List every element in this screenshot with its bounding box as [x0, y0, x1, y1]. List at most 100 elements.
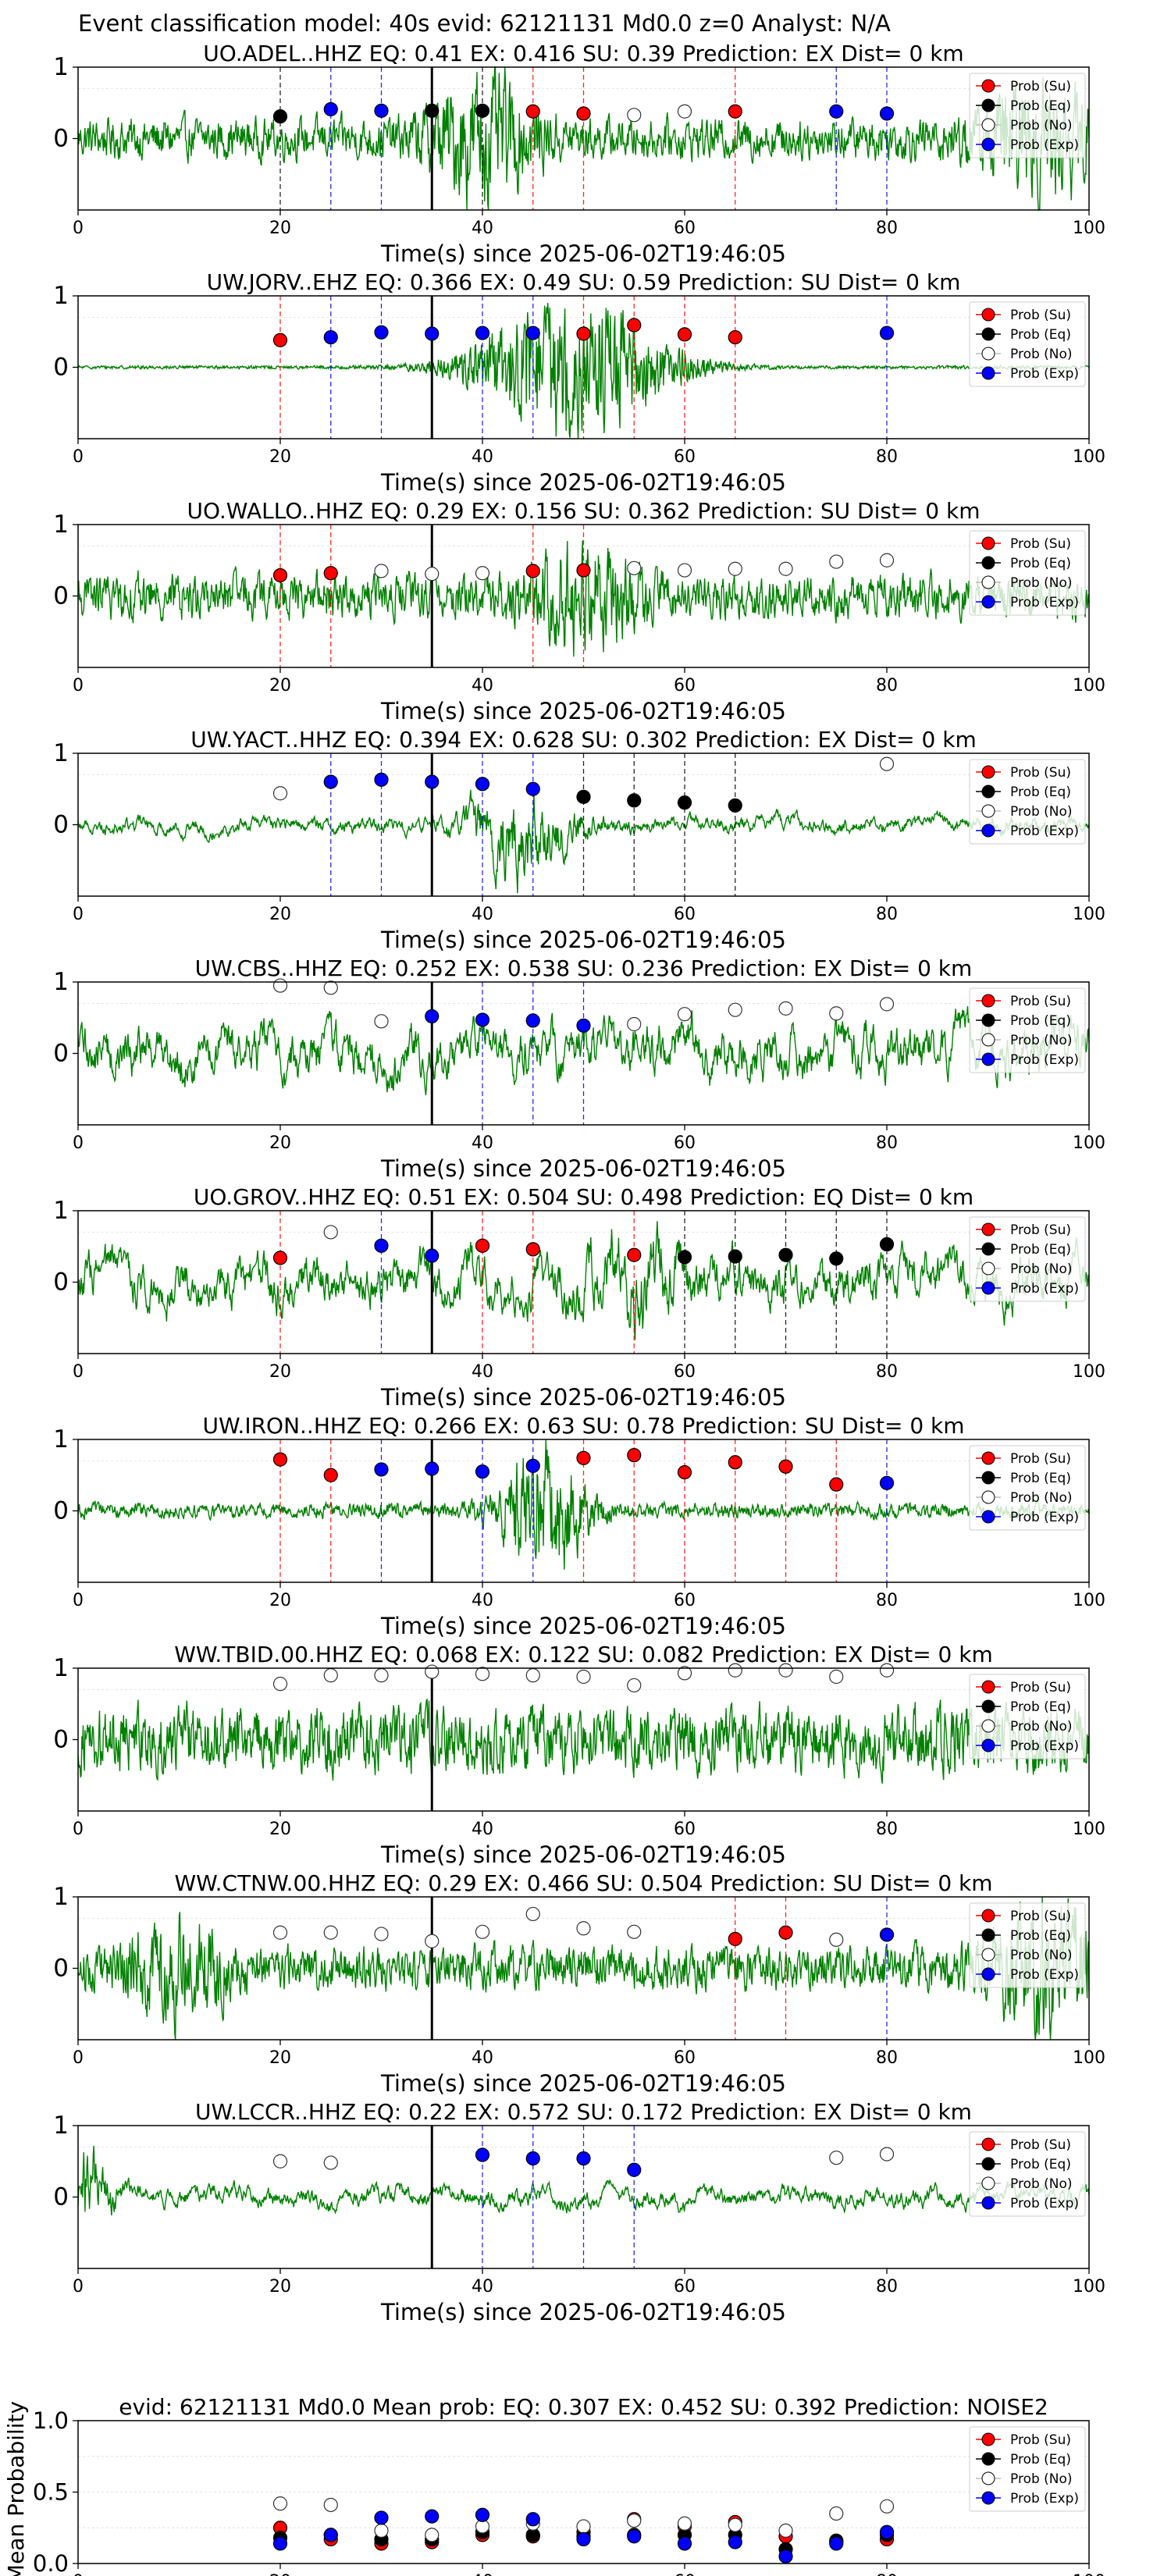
legend-label: Prob (Su)	[1010, 79, 1071, 94]
mean-probability-point	[677, 2516, 692, 2531]
y-tick-label: 1	[53, 282, 69, 310]
x-tick-label: 40	[472, 2572, 493, 2576]
panel-uo-wallo--hhz: 0 20 40 60 80 100 1 0 UO.WALLO..HHZ EQ: 0.29 EX:…	[53, 498, 1105, 724]
probability-point	[778, 1001, 793, 1016]
x-tick-label: 60	[674, 1591, 696, 1610]
legend-marker	[981, 327, 995, 341]
mean-probability-point	[323, 2528, 338, 2542]
legend-marker	[981, 2176, 995, 2190]
probability-point	[879, 1663, 895, 1678]
probability-point	[627, 793, 642, 808]
x-tick-label: 100	[1073, 2277, 1105, 2297]
waveform-trace	[77, 66, 1090, 211]
legend-entry-no: Prob (No)	[976, 1719, 1073, 1735]
x-tick-label: 100	[1073, 1820, 1105, 1839]
probability-point	[677, 104, 692, 119]
x-axis-label: Time(s) since 2025-06-02T19:46:05	[380, 2070, 786, 2097]
legend-marker	[981, 824, 995, 838]
probability-point	[627, 1924, 642, 1939]
probability-point	[374, 325, 389, 340]
x-tick-label: 40	[472, 1362, 493, 1382]
x-tick-label: 40	[472, 676, 493, 696]
probability-point	[323, 2155, 338, 2170]
legend-label: Prob (Su)	[1010, 2432, 1071, 2448]
x-tick-label: 20	[269, 1362, 291, 1382]
x-tick-label: 20	[269, 219, 291, 238]
legend-entry-exp: Prob (Exp)	[976, 1738, 1079, 1754]
legend-label: Prob (Exp)	[1010, 2491, 1079, 2507]
x-tick-label: 20	[269, 2572, 291, 2576]
legend-entry-no: Prob (No)	[976, 804, 1073, 820]
probability-point	[879, 756, 895, 771]
legend: Prob (Su) Prob (Eq) Prob (No) Prob (Exp)	[969, 1902, 1086, 1988]
panel-title: UW.YACT..HHZ EQ: 0.394 EX: 0.628 SU: 0.3…	[190, 727, 977, 753]
x-tick-label: 80	[876, 2048, 898, 2068]
legend-entry-exp: Prob (Exp)	[976, 137, 1079, 153]
x-tick-label: 100	[1073, 1362, 1105, 1382]
waveform-trace	[77, 540, 1090, 657]
legend-frame	[969, 759, 1086, 845]
probability-point	[323, 1925, 338, 1940]
legend-entry-eq: Prob (Eq)	[976, 1013, 1071, 1029]
legend-marker	[981, 347, 995, 361]
legend-marker	[981, 765, 995, 779]
legend-label: Prob (No)	[1010, 2471, 1073, 2487]
probability-point	[475, 1667, 490, 1681]
x-tick-label: 20	[269, 2277, 291, 2297]
x-tick-label: 0	[73, 905, 84, 924]
legend-marker	[981, 1510, 995, 1524]
legend-frame	[969, 301, 1086, 387]
x-tick-label: 80	[876, 1820, 898, 1839]
legend-label: Prob (No)	[1010, 2176, 1073, 2192]
legend-marker	[981, 2157, 995, 2171]
y-tick-label: 0.0	[33, 2550, 69, 2576]
x-axis-label: Time(s) since 2025-06-02T19:46:05	[380, 1384, 786, 1411]
legend-entry-no: Prob (No)	[976, 1261, 1073, 1277]
probability-point	[677, 1250, 692, 1265]
x-tick-label: 100	[1073, 219, 1105, 238]
x-tick-label: 100	[1073, 1591, 1105, 1610]
legend-label: Prob (No)	[1010, 1948, 1073, 1963]
legend-label: Prob (Exp)	[1010, 824, 1079, 839]
x-axis-label: Time(s) since 2025-06-02T19:46:05	[380, 240, 786, 267]
x-axis-label: Time(s) since 2025-06-02T19:46:05	[380, 698, 786, 724]
legend-label: Prob (Exp)	[1010, 1967, 1079, 1983]
probability-point	[323, 329, 338, 345]
probability-point	[627, 1016, 642, 1032]
legend: Prob (Su) Prob (Eq) Prob (No) Prob (Exp)	[969, 530, 1086, 616]
legend-entry-su: Prob (Su)	[976, 308, 1071, 323]
legend-label: Prob (Su)	[1010, 536, 1071, 552]
legend-entry-su: Prob (Su)	[976, 994, 1071, 1009]
legend-label: Prob (Su)	[1010, 994, 1071, 1009]
probability-point	[272, 786, 288, 801]
x-tick-label: 60	[674, 1133, 696, 1153]
x-tick-label: 0	[73, 447, 84, 467]
x-tick-label: 40	[472, 1133, 493, 1153]
legend-label: Prob (No)	[1010, 1490, 1073, 1506]
probability-point	[576, 1921, 591, 1936]
probability-point	[272, 333, 288, 347]
probability-point	[627, 1448, 642, 1463]
x-tick-label: 80	[876, 905, 898, 924]
panel-uw-iron--hhz: 0 20 40 60 80 100 1 0 UW.IRON..HHZ EQ: 0.266 EX:…	[53, 1413, 1105, 1639]
legend-marker	[981, 308, 995, 322]
legend-marker	[981, 2196, 995, 2210]
legend-entry-no: Prob (No)	[976, 1948, 1073, 1963]
x-axis-label: Time(s) since 2025-06-02T19:46:05	[380, 2299, 786, 2325]
probability-point	[323, 566, 338, 581]
legend-marker	[981, 595, 995, 609]
legend-marker	[981, 1451, 995, 1465]
legend-entry-exp: Prob (Exp)	[976, 2196, 1079, 2211]
legend-frame	[969, 1216, 1086, 1302]
y-tick-label: 0	[53, 125, 69, 153]
legend-entry-su: Prob (Su)	[976, 79, 1071, 94]
probability-point	[475, 326, 490, 340]
y-tick-label: 1	[53, 511, 69, 539]
x-tick-label: 80	[876, 219, 898, 238]
legend: Prob (Su) Prob (Eq) Prob (No) Prob (Exp)	[969, 2426, 1086, 2512]
legend-marker	[981, 785, 995, 799]
legend-marker	[981, 1928, 995, 1942]
x-tick-label: 40	[472, 219, 493, 238]
probability-point	[728, 798, 742, 813]
x-tick-label: 80	[876, 1362, 898, 1382]
